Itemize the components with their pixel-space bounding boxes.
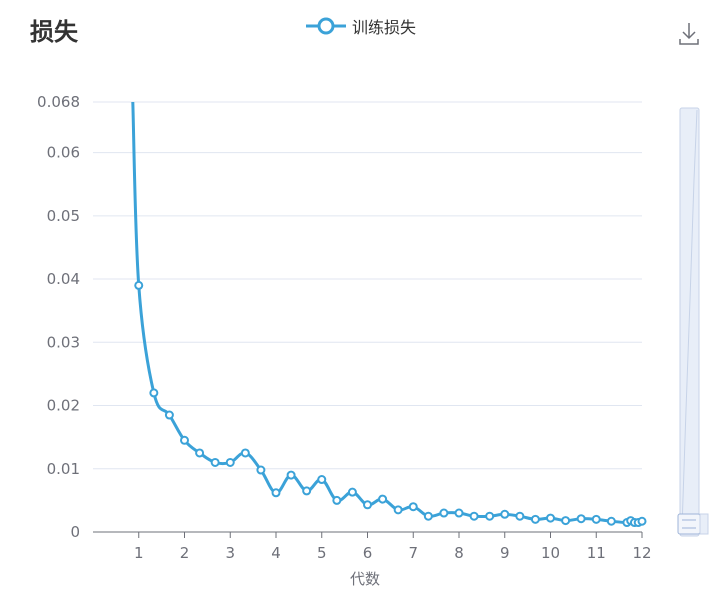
x-tick-label: 4 <box>271 544 281 562</box>
y-tick-label: 0.01 <box>47 460 80 478</box>
x-tick-label: 11 <box>587 544 606 562</box>
y-tick-label: 0.06 <box>47 144 80 162</box>
data-point[interactable] <box>332 495 342 505</box>
y-tick-label: 0.03 <box>47 333 80 351</box>
x-tick-label: 1 <box>134 544 144 562</box>
data-point[interactable] <box>500 509 510 519</box>
x-tick-label: 3 <box>225 544 235 562</box>
x-tick-label: 6 <box>363 544 373 562</box>
y-tick-label: 0.02 <box>47 397 80 415</box>
data-point[interactable] <box>225 457 235 467</box>
x-tick-label: 12 <box>632 544 651 562</box>
zoom-preview-line <box>681 109 698 529</box>
data-point[interactable] <box>240 448 250 458</box>
y-tick-label: 0.068 <box>37 93 80 111</box>
data-point[interactable] <box>530 514 540 524</box>
data-point[interactable] <box>485 511 495 521</box>
x-tick-label: 9 <box>500 544 510 562</box>
data-point[interactable] <box>195 448 205 458</box>
data-point[interactable] <box>164 410 174 420</box>
data-point[interactable] <box>149 388 159 398</box>
data-point[interactable] <box>637 516 647 526</box>
x-tick-label: 5 <box>317 544 327 562</box>
x-axis: 1 2 3 4 5 6 7 8 9 10 11 12 <box>93 531 652 562</box>
data-point[interactable] <box>576 514 586 524</box>
legend-item-train-loss[interactable]: 训练损失 <box>306 14 416 38</box>
y-tick-label: 0.05 <box>47 207 80 225</box>
x-tick-label: 8 <box>454 544 464 562</box>
data-point[interactable] <box>454 508 464 518</box>
data-point[interactable] <box>317 475 327 485</box>
data-point[interactable] <box>439 508 449 518</box>
x-tick-label: 2 <box>180 544 190 562</box>
legend-line-icon <box>306 17 346 35</box>
data-point[interactable] <box>515 511 525 521</box>
data-point[interactable] <box>469 511 479 521</box>
y-tick-label: 0.04 <box>47 270 80 288</box>
data-point[interactable] <box>302 486 312 496</box>
data-point[interactable] <box>393 505 403 515</box>
zoom-handle[interactable] <box>677 513 701 535</box>
data-point[interactable] <box>347 487 357 497</box>
data-zoom-slider <box>677 107 709 537</box>
data-point[interactable] <box>423 511 433 521</box>
data-point[interactable] <box>286 470 296 480</box>
y-tick-label: 0 <box>70 523 80 541</box>
y-axis: 0 0.01 0.02 0.03 0.04 0.05 0.06 0.068 <box>37 93 80 541</box>
zoom-side-handle[interactable] <box>699 513 709 535</box>
grid-lines <box>93 101 642 470</box>
data-point[interactable] <box>363 500 372 510</box>
chart-title: 损失 <box>30 18 78 46</box>
data-point[interactable] <box>546 513 555 523</box>
data-point[interactable] <box>134 280 144 290</box>
x-axis-title: 代数 <box>350 570 380 588</box>
data-point[interactable] <box>606 516 616 526</box>
series-train-loss <box>131 101 647 528</box>
legend-label: 训练损失 <box>352 18 417 37</box>
data-point[interactable] <box>271 488 281 498</box>
data-point[interactable] <box>210 457 220 467</box>
series-line <box>131 101 643 525</box>
x-tick-label: 7 <box>408 544 418 562</box>
data-point[interactable] <box>180 435 189 445</box>
data-point[interactable] <box>256 465 266 475</box>
data-point[interactable] <box>408 502 418 512</box>
data-point[interactable] <box>378 494 388 504</box>
data-point[interactable] <box>591 514 601 524</box>
download-icon[interactable] <box>674 18 704 48</box>
x-tick-label: 10 <box>541 544 560 562</box>
data-point[interactable] <box>561 516 571 526</box>
